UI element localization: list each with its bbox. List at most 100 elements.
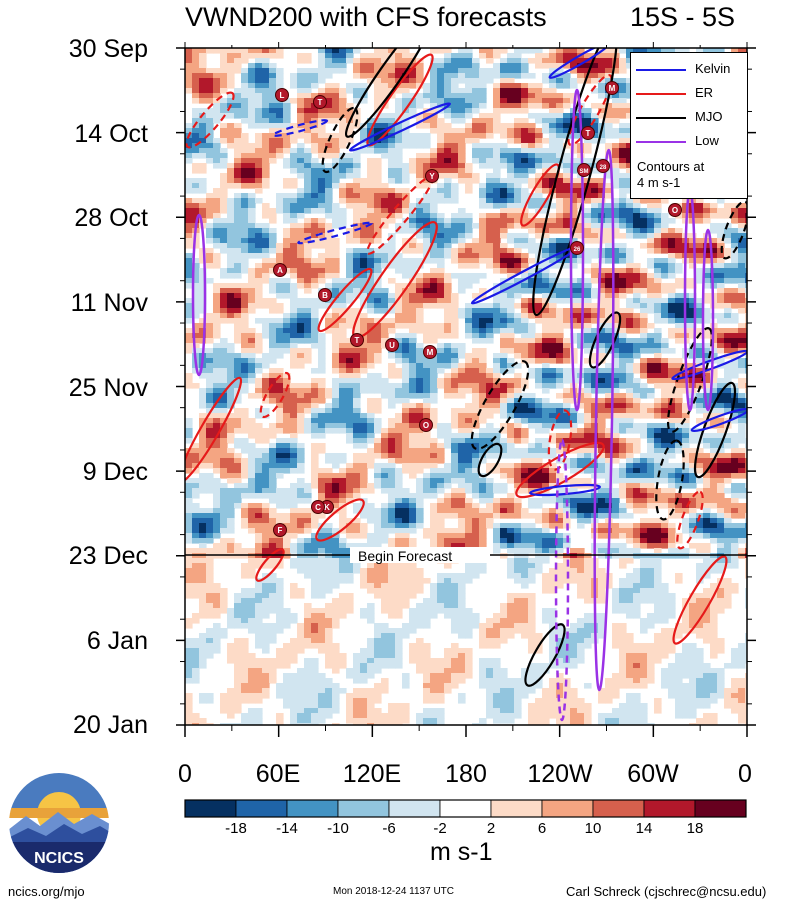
field-cell (185, 378, 193, 384)
field-cell (724, 238, 732, 244)
field-cell (640, 268, 648, 274)
field-cell (311, 423, 319, 429)
field-cell (626, 228, 634, 234)
field-cell (374, 283, 382, 289)
field-cell (640, 308, 648, 314)
field-cell (192, 338, 200, 344)
field-cell (598, 283, 606, 289)
field-cell (521, 283, 529, 289)
field-cell (248, 168, 256, 174)
field-cell (206, 48, 214, 54)
field-cell (493, 318, 501, 324)
field-cell (255, 378, 263, 384)
field-cell (472, 278, 480, 284)
field-cell (241, 98, 249, 104)
field-cell (269, 88, 277, 94)
field-cell (472, 63, 480, 69)
field-cell (402, 368, 410, 374)
field-cell (507, 328, 515, 334)
field-cell (549, 403, 557, 409)
field-cell (283, 253, 291, 259)
field-cell (395, 153, 403, 159)
field-cell (535, 413, 543, 419)
field-cell (724, 233, 732, 239)
field-cell (472, 353, 480, 359)
field-cell (234, 223, 242, 229)
field-cell (360, 148, 368, 154)
field-cell (626, 108, 634, 114)
field-cell (192, 108, 200, 114)
field-cell (535, 153, 543, 159)
field-cell (626, 328, 634, 334)
field-cell (192, 153, 200, 159)
field-cell (220, 418, 228, 424)
field-cell (444, 373, 452, 379)
field-cell (248, 183, 256, 189)
field-cell (283, 283, 291, 289)
field-cell (493, 68, 501, 74)
field-cell (549, 148, 557, 154)
field-cell (360, 298, 368, 304)
field-cell (668, 283, 676, 289)
field-cell (297, 158, 305, 164)
field-cell (241, 308, 249, 314)
field-cell (654, 208, 662, 214)
field-cell (409, 378, 417, 384)
field-cell (465, 223, 473, 229)
field-cell (507, 163, 515, 169)
field-cell (479, 213, 487, 219)
field-cell (535, 228, 543, 234)
field-cell (227, 343, 235, 349)
field-cell (227, 263, 235, 269)
field-cell (402, 308, 410, 314)
field-cell (255, 163, 263, 169)
field-cell (626, 288, 634, 294)
field-cell (605, 183, 613, 189)
field-cell (528, 248, 536, 254)
field-cell (213, 103, 221, 109)
field-cell (451, 188, 459, 194)
field-cell (220, 148, 228, 154)
field-cell (472, 223, 480, 229)
field-cell (647, 323, 655, 329)
field-cell (458, 253, 466, 259)
field-cell (738, 418, 746, 424)
field-cell (612, 143, 620, 149)
field-cell (381, 183, 389, 189)
field-cell (549, 343, 557, 349)
field-cell (500, 88, 508, 94)
field-cell (689, 278, 697, 284)
field-cell (255, 363, 263, 369)
field-cell (745, 313, 747, 319)
field-cell (416, 383, 424, 389)
field-cell (409, 138, 417, 144)
field-cell (220, 403, 228, 409)
field-cell (472, 98, 480, 104)
field-cell (570, 83, 578, 89)
field-cell (584, 138, 592, 144)
field-cell (514, 248, 522, 254)
field-cell (409, 263, 417, 269)
field-cell (458, 93, 466, 99)
field-cell (297, 163, 305, 169)
field-cell (437, 348, 445, 354)
field-cell (367, 353, 375, 359)
field-cell (514, 253, 522, 259)
field-cell (570, 408, 578, 414)
field-cell (542, 243, 550, 249)
field-cell (346, 308, 354, 314)
field-cell (353, 48, 361, 54)
field-cell (563, 158, 571, 164)
field-cell (318, 423, 326, 429)
field-cell (563, 48, 571, 54)
field-cell (248, 233, 256, 239)
field-cell (451, 298, 459, 304)
field-cell (395, 318, 403, 324)
field-cell (696, 253, 704, 259)
field-cell (276, 348, 284, 354)
field-cell (577, 288, 585, 294)
field-cell (213, 323, 221, 329)
field-cell (374, 208, 382, 214)
field-cell (528, 368, 536, 374)
field-cell (346, 283, 354, 289)
